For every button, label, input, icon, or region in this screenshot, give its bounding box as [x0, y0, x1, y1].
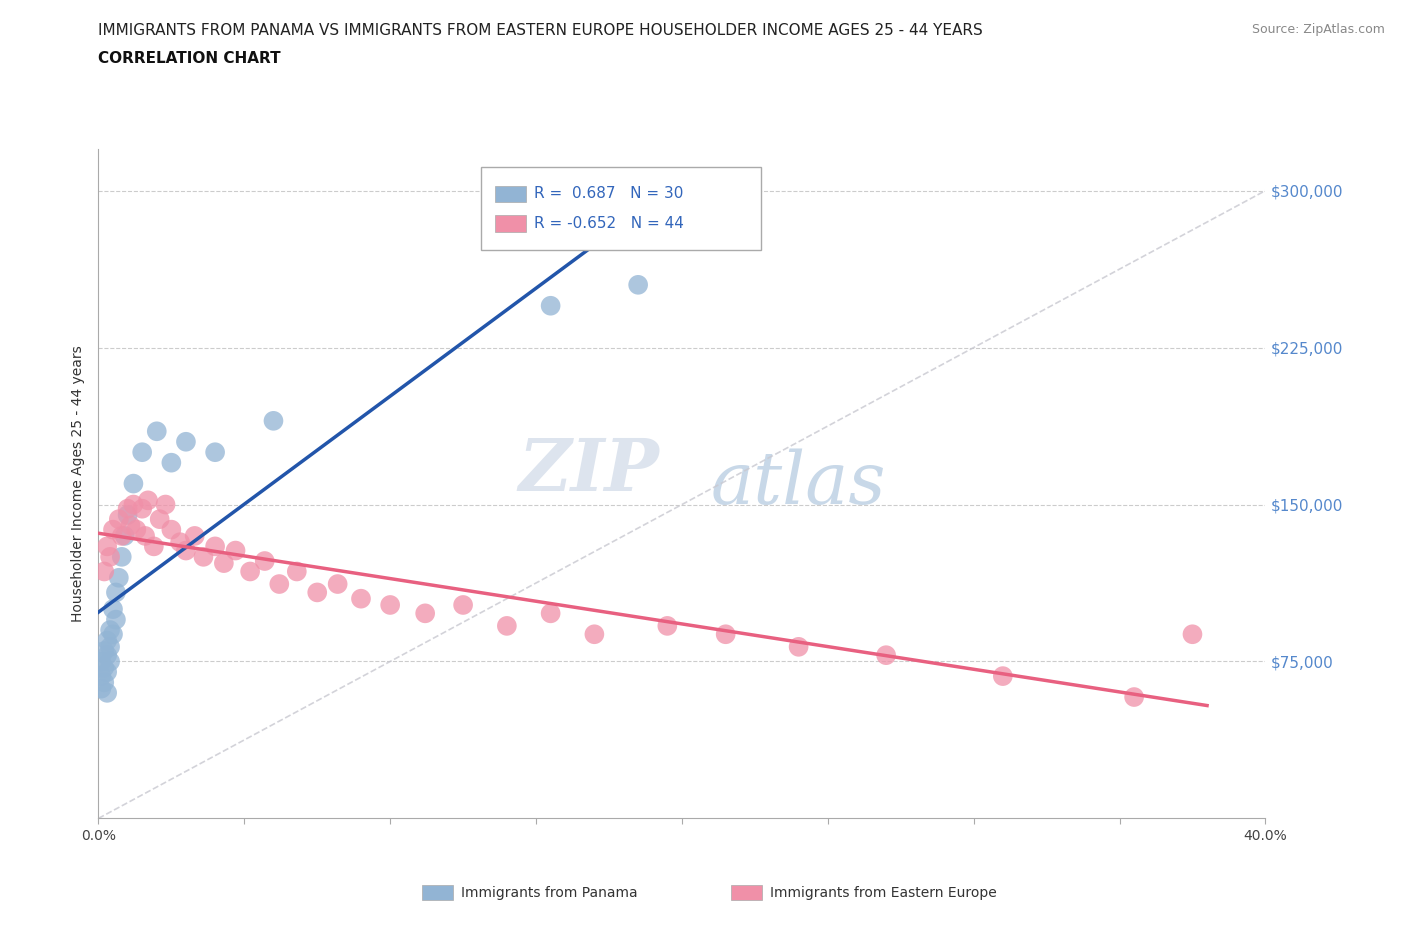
Text: Immigrants from Eastern Europe: Immigrants from Eastern Europe	[770, 885, 997, 900]
Point	[451, 598, 474, 613]
Point	[101, 602, 124, 617]
Point	[155, 498, 177, 512]
Point	[413, 606, 436, 621]
Text: Source: ZipAtlas.com: Source: ZipAtlas.com	[1251, 23, 1385, 36]
Point	[627, 277, 650, 292]
Point	[93, 660, 115, 675]
Point	[307, 585, 329, 600]
Point	[174, 543, 197, 558]
Y-axis label: Householder Income Ages 25 - 44 years: Householder Income Ages 25 - 44 years	[72, 345, 86, 622]
Point	[285, 564, 308, 578]
Point	[101, 523, 124, 538]
Point	[90, 681, 112, 696]
Point	[98, 640, 121, 655]
Point	[269, 577, 291, 591]
Point	[540, 606, 562, 621]
Point	[174, 434, 197, 449]
Point	[204, 445, 226, 459]
Point	[142, 539, 165, 554]
Point	[262, 414, 284, 429]
Point	[1181, 627, 1204, 642]
Point	[122, 498, 145, 512]
Point	[117, 501, 139, 516]
Point	[96, 685, 118, 700]
Point	[326, 577, 349, 591]
Point	[108, 570, 131, 585]
Point	[253, 553, 276, 568]
Point	[183, 528, 205, 543]
Text: atlas: atlas	[711, 448, 886, 519]
Point	[350, 591, 373, 606]
Text: ZIP: ZIP	[519, 434, 659, 506]
Point	[104, 585, 127, 600]
Point	[111, 550, 134, 565]
Point	[96, 648, 118, 663]
Point	[131, 445, 153, 459]
Point	[98, 550, 121, 565]
Text: R = -0.652   N = 44: R = -0.652 N = 44	[534, 217, 683, 232]
Point	[96, 665, 118, 680]
Point	[136, 493, 159, 508]
Point	[1123, 690, 1146, 705]
Point	[96, 539, 118, 554]
Text: IMMIGRANTS FROM PANAMA VS IMMIGRANTS FROM EASTERN EUROPE HOUSEHOLDER INCOME AGES: IMMIGRANTS FROM PANAMA VS IMMIGRANTS FRO…	[98, 23, 983, 38]
Point	[146, 424, 169, 439]
Point	[991, 669, 1014, 684]
Point	[495, 618, 517, 633]
Point	[111, 528, 134, 543]
Point	[131, 501, 153, 516]
Point	[93, 675, 115, 690]
Point	[378, 598, 402, 613]
Text: R =  0.687   N = 30: R = 0.687 N = 30	[534, 187, 683, 202]
Point	[787, 640, 810, 655]
Point	[101, 627, 124, 642]
Point	[90, 654, 112, 669]
Point	[193, 550, 215, 565]
Text: CORRELATION CHART: CORRELATION CHART	[98, 51, 281, 66]
Point	[875, 648, 897, 663]
Point	[93, 564, 115, 578]
Point	[583, 627, 606, 642]
Point	[93, 644, 115, 658]
Point	[90, 669, 112, 684]
Point	[657, 618, 679, 633]
Point	[225, 543, 247, 558]
Text: Immigrants from Panama: Immigrants from Panama	[461, 885, 638, 900]
Point	[160, 456, 183, 471]
Point	[169, 535, 191, 550]
Point	[117, 508, 139, 523]
Point	[540, 299, 562, 313]
Point	[160, 523, 183, 538]
Point	[122, 476, 145, 491]
Point	[98, 623, 121, 638]
Point	[149, 512, 172, 526]
Point	[114, 528, 136, 543]
Point	[98, 654, 121, 669]
Point	[714, 627, 737, 642]
Point	[134, 528, 156, 543]
Point	[239, 564, 262, 578]
Point	[104, 612, 127, 627]
Point	[204, 539, 226, 554]
Point	[108, 512, 131, 526]
Point	[125, 523, 148, 538]
Point	[120, 518, 142, 533]
Point	[96, 633, 118, 648]
Point	[212, 556, 235, 571]
